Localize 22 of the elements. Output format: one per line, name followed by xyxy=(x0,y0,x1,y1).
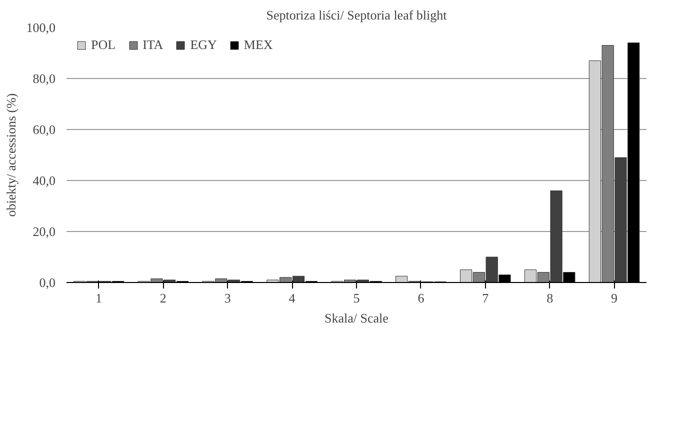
y-tick-label: 80,0 xyxy=(32,71,56,86)
x-axis-title: Skala/ Scale xyxy=(324,310,389,326)
x-tick-label: 9 xyxy=(611,290,618,306)
y-tick-label: 100,0 xyxy=(26,20,56,35)
x-tick-label: 8 xyxy=(546,290,554,306)
x-tick-label: 6 xyxy=(418,290,425,306)
x-tick-label: 4 xyxy=(288,290,296,306)
x-tick-label: 7 xyxy=(482,290,490,306)
chart-title: Septoriza liści/ Septoria leaf blight xyxy=(266,8,448,22)
legend-label: MEX xyxy=(244,37,273,53)
x-tick-label: 5 xyxy=(353,290,360,306)
legend-label: ITA xyxy=(142,37,164,53)
legend-label: EGY xyxy=(190,37,217,53)
x-tick-label: 2 xyxy=(160,290,166,306)
y-tick-label: 20,0 xyxy=(32,224,56,239)
y-tick-label: 0,0 xyxy=(39,275,56,290)
x-tick-label: 1 xyxy=(95,290,102,306)
y-axis-title: obiekty/ accessions (%) xyxy=(3,93,18,217)
x-tick-label: 3 xyxy=(224,290,231,306)
y-tick-label: 40,0 xyxy=(32,173,56,188)
y-tick-label: 60,0 xyxy=(32,122,56,137)
legend-label: POL xyxy=(91,37,116,53)
